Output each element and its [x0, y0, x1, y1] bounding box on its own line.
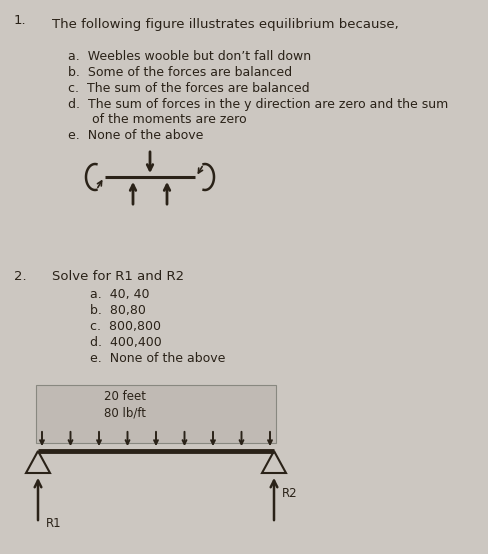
Text: The following figure illustrates equilibrium because,: The following figure illustrates equilib…: [52, 18, 398, 31]
Text: c.  The sum of the forces are balanced: c. The sum of the forces are balanced: [68, 82, 309, 95]
Text: b.  Some of the forces are balanced: b. Some of the forces are balanced: [68, 66, 291, 79]
Text: e.  None of the above: e. None of the above: [68, 129, 203, 142]
Text: Solve for R1 and R2: Solve for R1 and R2: [52, 270, 184, 283]
Text: of the moments are zero: of the moments are zero: [68, 113, 246, 126]
Text: d.  The sum of forces in the y direction are zero and the sum: d. The sum of forces in the y direction …: [68, 98, 447, 111]
Text: R2: R2: [282, 487, 297, 500]
Text: c.  800,800: c. 800,800: [90, 320, 161, 333]
Text: R1: R1: [46, 517, 61, 530]
Text: 20 feet: 20 feet: [104, 390, 146, 403]
Text: e.  None of the above: e. None of the above: [90, 352, 225, 365]
Text: a.  Weebles wooble but don’t fall down: a. Weebles wooble but don’t fall down: [68, 50, 310, 63]
Text: 2.: 2.: [14, 270, 26, 283]
Text: d.  400,400: d. 400,400: [90, 336, 162, 349]
Text: b.  80,80: b. 80,80: [90, 304, 145, 317]
FancyBboxPatch shape: [36, 385, 275, 443]
Text: a.  40, 40: a. 40, 40: [90, 288, 149, 301]
Text: 1.: 1.: [14, 14, 26, 27]
Text: 80 lb/ft: 80 lb/ft: [104, 406, 146, 419]
